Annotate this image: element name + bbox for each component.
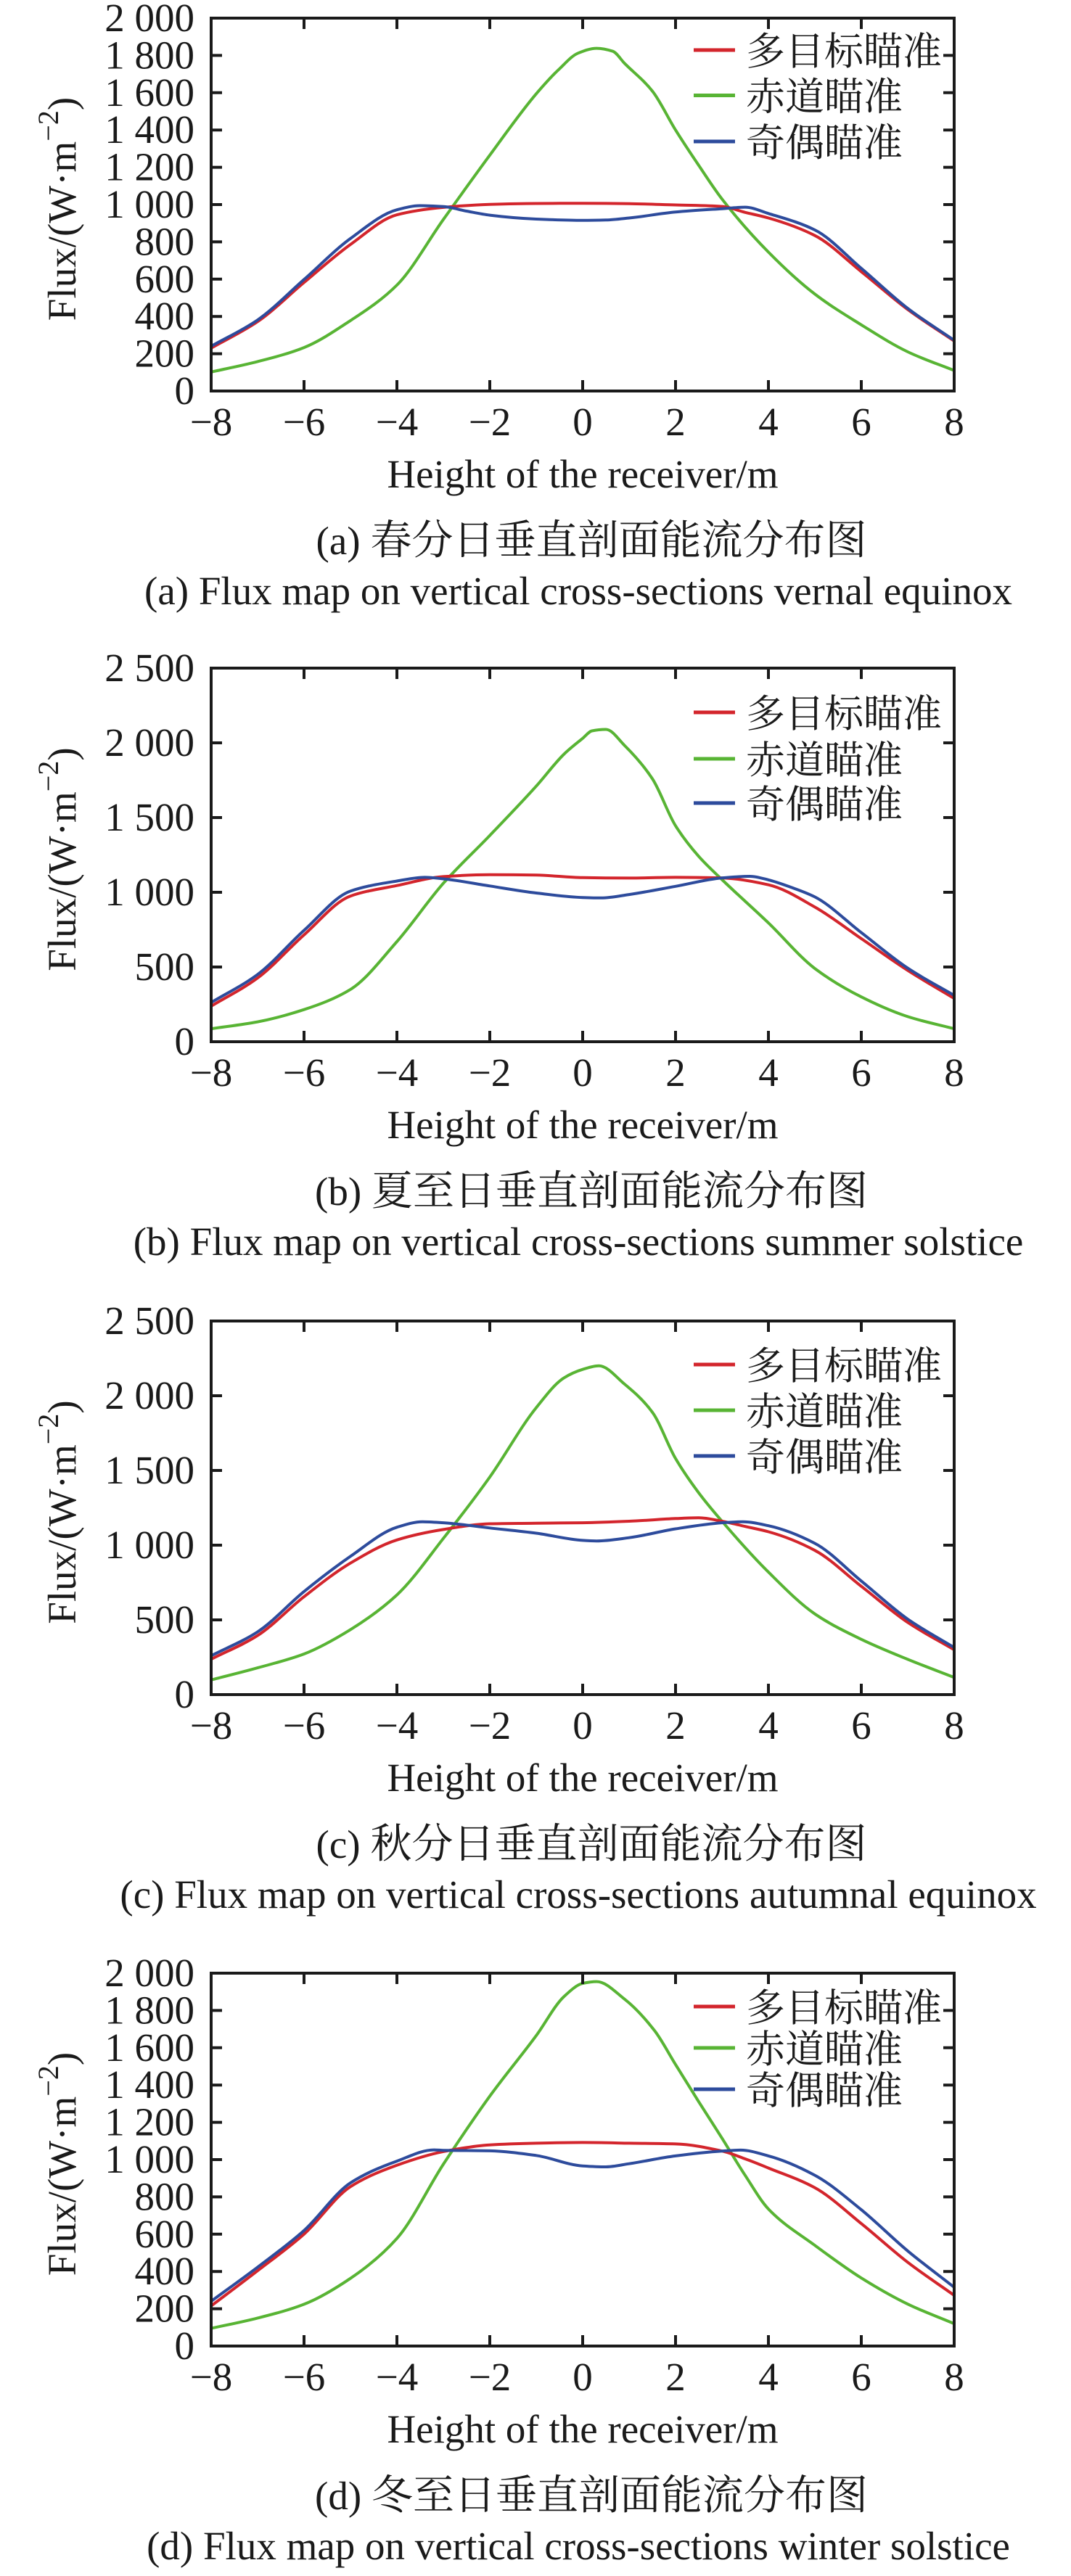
svg-text:(a) Flux map on vertical cross: (a) Flux map on vertical cross-sections …	[144, 569, 1012, 613]
svg-text:2: 2	[665, 400, 686, 444]
svg-text:0: 0	[573, 2355, 593, 2399]
svg-text:2: 2	[665, 1703, 686, 1748]
svg-text:0: 0	[573, 400, 593, 444]
svg-text:(c) Flux map on vertical cross: (c) Flux map on vertical cross-sections …	[120, 1872, 1036, 1917]
svg-text:−2: −2	[469, 2355, 512, 2399]
svg-text:2 000: 2 000	[104, 1951, 194, 1995]
svg-text:2: 2	[665, 1050, 686, 1095]
svg-text:1 600: 1 600	[104, 2025, 194, 2070]
svg-text:0: 0	[573, 1050, 593, 1095]
svg-text:−2: −2	[469, 400, 512, 444]
svg-text:2 000: 2 000	[104, 0, 194, 40]
svg-text:−6: −6	[283, 2355, 326, 2399]
svg-text:1 000: 1 000	[104, 1523, 194, 1567]
svg-text:600: 600	[135, 2212, 195, 2256]
svg-text:500: 500	[135, 945, 195, 989]
svg-text:200: 200	[135, 2287, 195, 2331]
svg-text:2 500: 2 500	[104, 1299, 194, 1343]
svg-text:8: 8	[944, 400, 964, 444]
svg-text:−4: −4	[376, 400, 419, 444]
svg-text:(c): (c)	[316, 1822, 361, 1867]
svg-text:2 500: 2 500	[104, 646, 194, 690]
svg-text:800: 800	[135, 2174, 195, 2218]
svg-text:8: 8	[944, 2355, 964, 2399]
svg-text:1 800: 1 800	[104, 1988, 194, 2032]
svg-text:−6: −6	[283, 400, 326, 444]
svg-text:600: 600	[135, 257, 195, 301]
svg-text:500: 500	[135, 1597, 195, 1642]
svg-text:4: 4	[758, 1050, 779, 1095]
svg-text:0: 0	[175, 1019, 195, 1063]
svg-text:−4: −4	[376, 2355, 419, 2399]
svg-text:(b): (b)	[315, 1169, 361, 1214]
svg-text:−8: −8	[190, 1050, 233, 1095]
svg-text:−2: −2	[469, 1050, 512, 1095]
svg-text:−8: −8	[190, 400, 233, 444]
svg-text:8: 8	[944, 1050, 964, 1095]
svg-text:(b) Flux map on vertical cross: (b) Flux map on vertical cross-sections …	[134, 1219, 1024, 1264]
svg-text:2: 2	[665, 2355, 686, 2399]
svg-text:6: 6	[851, 1703, 871, 1748]
svg-text:400: 400	[135, 2249, 195, 2293]
svg-text:1 000: 1 000	[104, 2137, 194, 2181]
svg-text:1 000: 1 000	[104, 182, 194, 226]
svg-text:1 200: 1 200	[104, 2100, 194, 2144]
svg-text:−8: −8	[190, 1703, 233, 1748]
svg-text:−4: −4	[376, 1703, 419, 1748]
svg-text:8: 8	[944, 1703, 964, 1748]
svg-text:−4: −4	[376, 1050, 419, 1095]
svg-text:1 400: 1 400	[104, 107, 194, 152]
svg-text:4: 4	[758, 2355, 779, 2399]
svg-text:0: 0	[175, 2324, 195, 2368]
svg-text:0: 0	[573, 1703, 593, 1748]
svg-text:800: 800	[135, 219, 195, 263]
svg-text:200: 200	[135, 332, 195, 376]
svg-text:6: 6	[851, 400, 871, 444]
svg-text:(d) Flux map on vertical cross: (d) Flux map on vertical cross-sections …	[147, 2524, 1010, 2568]
svg-text:(a): (a)	[316, 519, 361, 563]
svg-text:−8: −8	[190, 2355, 233, 2399]
svg-text:−2: −2	[469, 1703, 512, 1748]
svg-text:1 500: 1 500	[104, 1448, 194, 1492]
svg-text:(d): (d)	[315, 2474, 361, 2518]
svg-text:0: 0	[175, 369, 195, 413]
svg-text:6: 6	[851, 2355, 871, 2399]
svg-text:Height of the receiver/m: Height of the receiver/m	[387, 1103, 778, 1147]
svg-text:Height of the receiver/m: Height of the receiver/m	[387, 2407, 778, 2451]
svg-text:4: 4	[758, 1703, 779, 1748]
svg-text:1 800: 1 800	[104, 33, 194, 77]
svg-text:1 200: 1 200	[104, 145, 194, 189]
svg-text:6: 6	[851, 1050, 871, 1095]
svg-text:1 000: 1 000	[104, 870, 194, 914]
svg-text:Height of the receiver/m: Height of the receiver/m	[387, 452, 778, 496]
svg-text:1 600: 1 600	[104, 70, 194, 115]
svg-text:1 500: 1 500	[104, 795, 194, 839]
svg-text:Height of the receiver/m: Height of the receiver/m	[387, 1756, 778, 1800]
svg-text:1 400: 1 400	[104, 2062, 194, 2107]
svg-text:−6: −6	[283, 1703, 326, 1748]
svg-text:2 000: 2 000	[104, 1373, 194, 1417]
svg-text:400: 400	[135, 294, 195, 338]
svg-text:−6: −6	[283, 1050, 326, 1095]
svg-text:0: 0	[175, 1672, 195, 1716]
svg-text:2 000: 2 000	[104, 720, 194, 765]
svg-text:4: 4	[758, 400, 779, 444]
